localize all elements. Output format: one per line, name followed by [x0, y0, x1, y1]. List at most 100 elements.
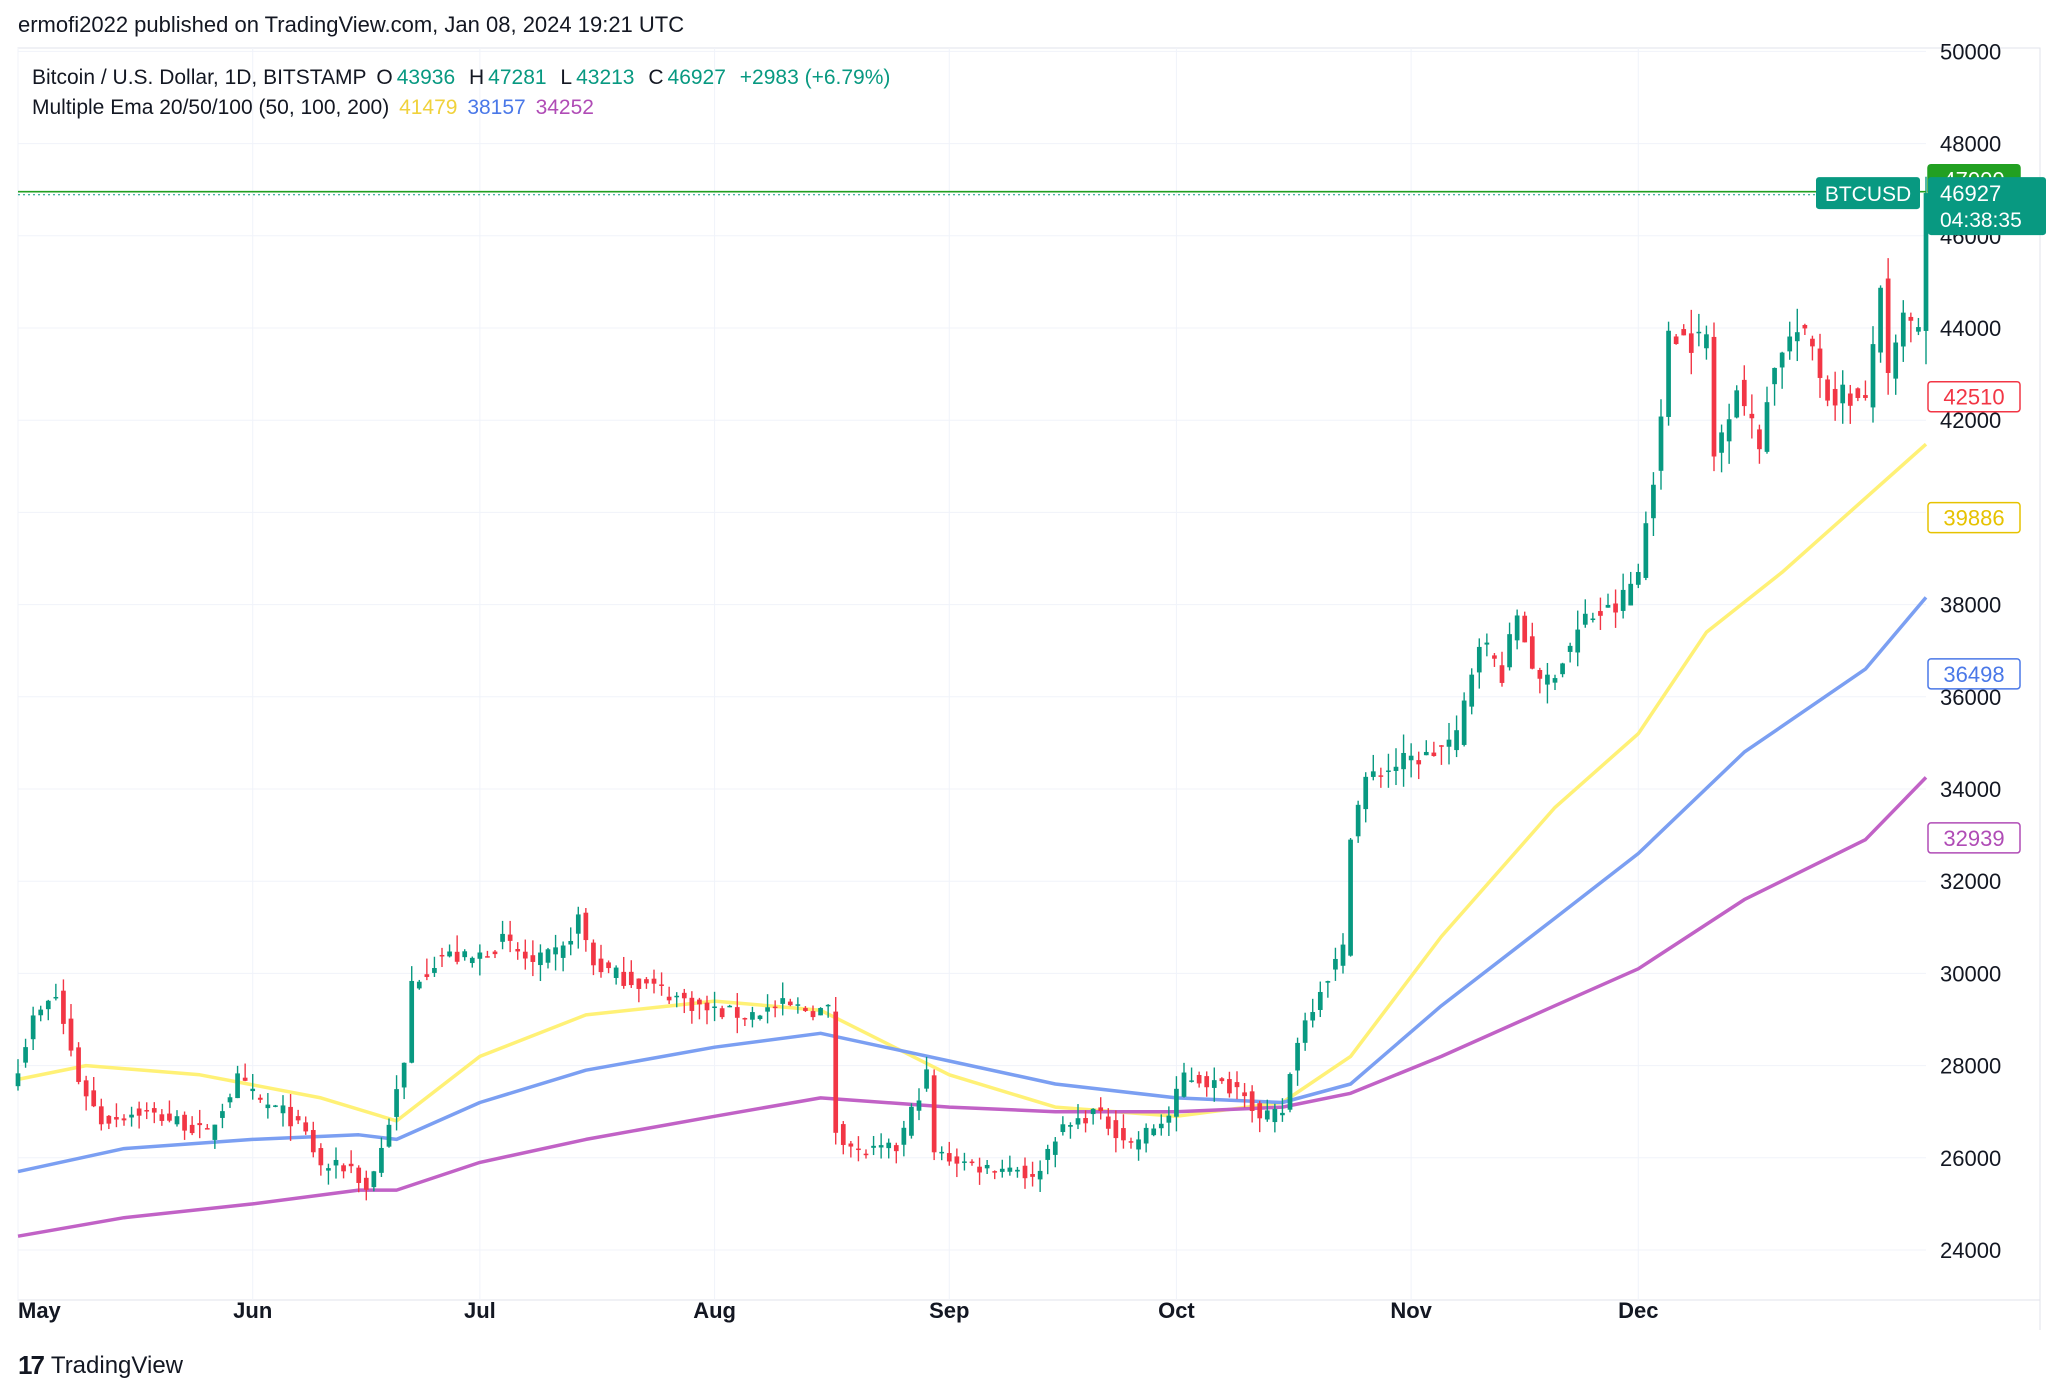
- ema-lines: [17, 442, 1928, 1238]
- candle-body: [893, 1145, 899, 1152]
- x-tick-label: Sep: [929, 1298, 969, 1323]
- candle-body: [507, 934, 513, 941]
- x-tick-label: May: [18, 1298, 62, 1323]
- candle-body: [818, 1008, 823, 1016]
- candle-body: [1787, 336, 1793, 352]
- candle-body: [167, 1113, 172, 1121]
- candle-body: [1620, 589, 1626, 611]
- candle-body: [500, 933, 505, 942]
- candle-body: [136, 1108, 142, 1116]
- candle-body: [962, 1161, 967, 1163]
- candle-body: [1196, 1074, 1202, 1084]
- candle-body: [553, 947, 558, 955]
- legend-ema: Multiple Ema 20/50/100 (50, 100, 200) 41…: [32, 96, 598, 120]
- candle-body: [689, 997, 695, 1011]
- candle-body: [1158, 1123, 1164, 1129]
- candle-body: [1431, 752, 1437, 757]
- candle-body: [750, 1012, 755, 1020]
- candle-body: [212, 1124, 218, 1140]
- current-price-tag: 46927 04:38:35: [1928, 177, 2046, 236]
- right-value-tag-1: 42510: [1927, 380, 2021, 413]
- candle-body: [1113, 1120, 1119, 1139]
- legend-low: L 43213: [560, 66, 635, 89]
- candle-body: [1249, 1091, 1255, 1111]
- right-value-tag-2-box: [1927, 501, 2021, 534]
- candle-body: [1726, 419, 1732, 442]
- candle-body: [333, 1159, 339, 1166]
- candle-body: [1310, 1012, 1316, 1021]
- candle-body: [1711, 336, 1717, 457]
- candle-body: [856, 1148, 861, 1151]
- candle-body: [1030, 1174, 1035, 1177]
- candle-body: [1522, 615, 1528, 643]
- y-tick-label: 30000: [1940, 961, 2001, 986]
- candle-body: [674, 995, 680, 998]
- candle-body: [1302, 1020, 1308, 1043]
- candle-body: [1105, 1116, 1111, 1129]
- candle-body: [1499, 665, 1505, 683]
- candle-body: [197, 1123, 203, 1126]
- candle-body: [1817, 348, 1823, 378]
- candle-body: [1598, 611, 1603, 616]
- candle-body: [462, 951, 468, 958]
- candle-body: [742, 1018, 748, 1020]
- candle-body: [1810, 338, 1815, 347]
- candle-body: [432, 968, 437, 973]
- candle-body: [1151, 1128, 1157, 1136]
- candle-body: [454, 951, 460, 962]
- candle-body: [644, 979, 649, 984]
- candle-body: [371, 1171, 377, 1188]
- candle-body: [757, 1015, 763, 1020]
- candle-body: [916, 1100, 922, 1111]
- candle-body: [363, 1177, 369, 1190]
- candle-body: [636, 978, 642, 989]
- candle-body: [1734, 390, 1740, 418]
- candle-body: [1832, 388, 1838, 406]
- candle-body: [765, 1007, 770, 1012]
- candle-body: [1317, 991, 1323, 1010]
- candle-body: [159, 1114, 165, 1121]
- candle-body: [1628, 583, 1634, 606]
- candle-body: [1060, 1124, 1066, 1133]
- candle-body: [568, 940, 574, 945]
- candle-body: [1090, 1108, 1096, 1115]
- candle-body: [1590, 618, 1596, 621]
- candle-body: [98, 1106, 104, 1125]
- candle-body: [1068, 1125, 1073, 1127]
- candle-body: [1022, 1165, 1028, 1179]
- candle-body: [1454, 730, 1459, 751]
- candle-body: [1045, 1148, 1051, 1160]
- candle-body: [280, 1105, 286, 1114]
- x-tick-label: Nov: [1390, 1298, 1432, 1323]
- candle-body: [530, 955, 536, 962]
- candle-body: [151, 1108, 157, 1113]
- candle-body: [1075, 1118, 1081, 1125]
- candle-body: [659, 984, 664, 986]
- candle-body: [1840, 384, 1846, 404]
- candle-body: [492, 951, 498, 955]
- candle-body: [424, 974, 430, 977]
- candle-body: [591, 942, 596, 966]
- right-value-tag-3: 36498: [1927, 658, 2021, 690]
- candle-body: [787, 1001, 793, 1006]
- legend-open: O 43936: [376, 66, 456, 89]
- candle-body: [560, 945, 566, 958]
- candle-body: [1908, 316, 1914, 321]
- candle-body: [840, 1124, 846, 1145]
- candle-body: [295, 1116, 301, 1121]
- candle-body: [1545, 674, 1550, 685]
- candle-body: [1401, 752, 1406, 770]
- countdown-value: 04:38:35: [1940, 209, 2022, 232]
- candle-body: [1802, 324, 1808, 329]
- tradingview-logo-text: TradingView: [50, 1351, 183, 1379]
- legend-symbol: Bitcoin / U.S. Dollar, 1D, BITSTAMP: [32, 66, 367, 89]
- candle-body: [886, 1142, 892, 1149]
- right-value-tag-2-label: 39886: [1943, 506, 2004, 531]
- candle-body: [1529, 636, 1535, 669]
- right-value-tag-4-box: [1927, 822, 2021, 854]
- candle-body: [1181, 1072, 1187, 1097]
- candle-body: [1257, 1103, 1263, 1119]
- tradingview-logo[interactable]: 17 TradingView: [18, 1350, 183, 1381]
- candle-body: [477, 952, 483, 959]
